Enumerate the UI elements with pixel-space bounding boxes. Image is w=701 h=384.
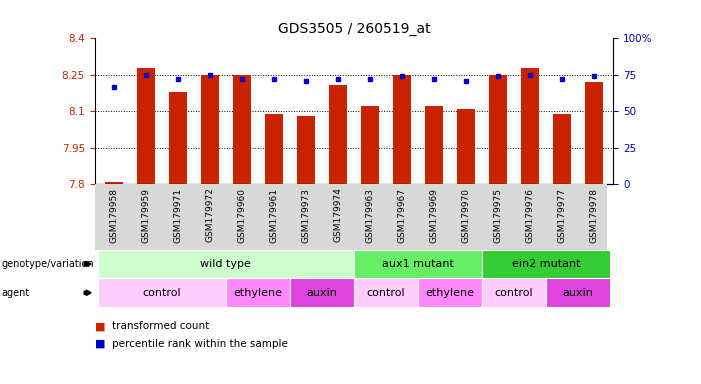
Bar — [233, 75, 251, 184]
Text: GSM179977: GSM179977 — [557, 188, 566, 243]
Bar — [489, 75, 507, 184]
Text: ein2 mutant: ein2 mutant — [512, 259, 580, 269]
Text: GSM179971: GSM179971 — [173, 188, 182, 243]
Bar — [98, 250, 354, 278]
Text: auxin: auxin — [563, 288, 594, 298]
Text: agent: agent — [1, 288, 29, 298]
Bar — [482, 278, 546, 307]
Bar — [354, 278, 418, 307]
Text: percentile rank within the sample: percentile rank within the sample — [112, 339, 288, 349]
Bar — [482, 250, 610, 278]
Bar — [98, 278, 226, 307]
Text: GSM179973: GSM179973 — [301, 188, 311, 243]
Text: GSM179975: GSM179975 — [494, 188, 503, 243]
Bar — [585, 82, 603, 184]
Bar — [393, 75, 411, 184]
Bar — [546, 278, 610, 307]
Text: GSM179958: GSM179958 — [109, 188, 118, 243]
Bar — [290, 278, 354, 307]
Text: GSM179970: GSM179970 — [461, 188, 470, 243]
Bar — [226, 278, 290, 307]
Bar — [201, 75, 219, 184]
Text: wild type: wild type — [200, 259, 252, 269]
Text: GSM179978: GSM179978 — [590, 188, 599, 243]
Text: aux1 mutant: aux1 mutant — [382, 259, 454, 269]
Text: GSM179959: GSM179959 — [142, 188, 151, 243]
Text: GSM179969: GSM179969 — [430, 188, 439, 243]
Text: transformed count: transformed count — [112, 321, 210, 331]
Bar — [426, 106, 443, 184]
Text: control: control — [495, 288, 533, 298]
Bar — [418, 278, 482, 307]
Text: GSM179972: GSM179972 — [205, 188, 215, 242]
Bar — [265, 114, 283, 184]
Text: ■: ■ — [95, 321, 105, 331]
Bar — [105, 182, 123, 184]
Text: GSM179960: GSM179960 — [238, 188, 247, 243]
Bar — [137, 68, 155, 184]
Text: ethylene: ethylene — [233, 288, 283, 298]
Text: GSM179974: GSM179974 — [334, 188, 343, 242]
Text: GSM179976: GSM179976 — [526, 188, 535, 243]
Text: GSM179967: GSM179967 — [397, 188, 407, 243]
Bar — [457, 109, 475, 184]
Text: GSM179961: GSM179961 — [269, 188, 278, 243]
Text: control: control — [142, 288, 181, 298]
Bar — [522, 68, 539, 184]
Bar — [354, 250, 482, 278]
Text: ethylene: ethylene — [426, 288, 475, 298]
Bar — [297, 116, 315, 184]
Text: auxin: auxin — [306, 288, 337, 298]
Title: GDS3505 / 260519_at: GDS3505 / 260519_at — [278, 22, 430, 36]
Text: control: control — [367, 288, 405, 298]
Text: ■: ■ — [95, 339, 105, 349]
Bar — [329, 84, 347, 184]
Bar — [361, 106, 379, 184]
Bar — [169, 92, 186, 184]
Text: genotype/variation: genotype/variation — [1, 259, 94, 269]
Text: GSM179963: GSM179963 — [365, 188, 374, 243]
Bar — [553, 114, 571, 184]
